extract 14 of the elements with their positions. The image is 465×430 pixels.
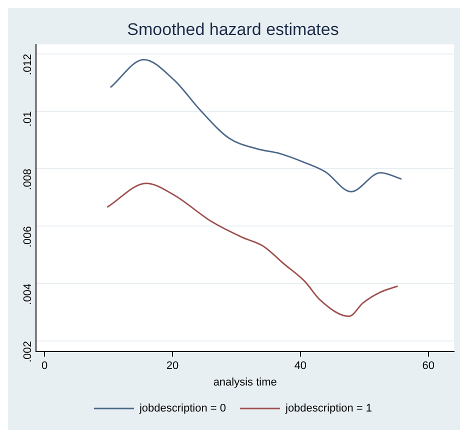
chart-title: Smoothed hazard estimates [127, 20, 339, 39]
legend-label: jobdescription = 1 [284, 402, 372, 415]
x-tick-label: 0 [41, 360, 48, 372]
y-tick-label: .012 [22, 54, 34, 76]
x-tick-label: 20 [166, 360, 179, 372]
y-tick-label: .006 [22, 226, 34, 248]
y-tick-label: .002 [22, 340, 34, 362]
y-tick-label: .008 [22, 168, 34, 190]
x-tick-label: 40 [294, 360, 307, 372]
x-axis-title: analysis time [213, 376, 277, 388]
x-tick-label: 60 [422, 360, 435, 372]
y-tick-label: .01 [22, 111, 34, 127]
y-tick-label: .004 [22, 284, 34, 305]
legend-label: jobdescription = 0 [138, 402, 226, 415]
